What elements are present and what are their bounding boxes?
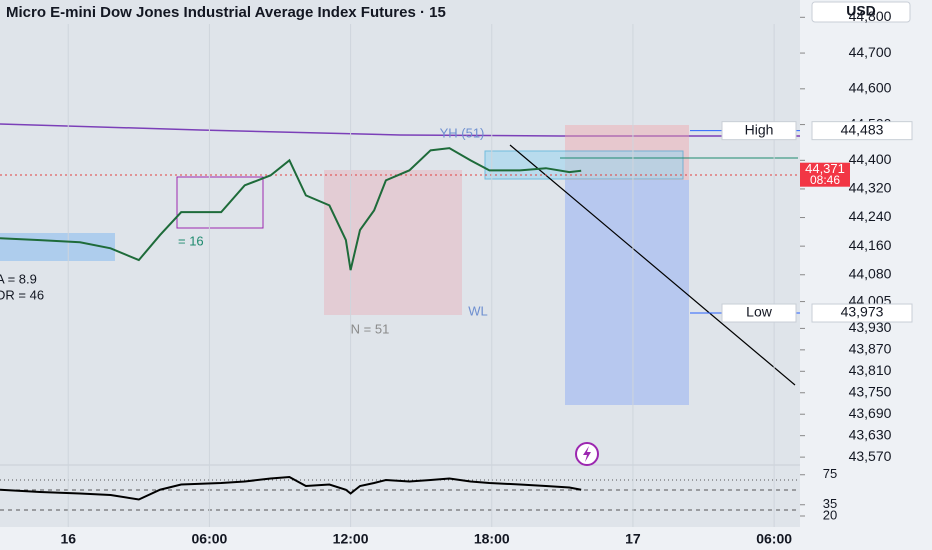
y-tick-label: 44,320 [849, 180, 892, 196]
last-price: 44,371 [805, 161, 845, 176]
y-tick-label: 43,750 [849, 383, 892, 399]
chart-title: Micro E-mini Dow Jones Industrial Averag… [6, 4, 446, 21]
y-tick-label: 43,930 [849, 319, 892, 335]
price-line [0, 147, 582, 271]
time-axis-bg [0, 527, 800, 550]
range-box [0, 233, 115, 261]
marker-label: High [745, 121, 774, 137]
y-tick-label: 43,870 [849, 341, 892, 357]
y-tick-label: 20 [823, 507, 837, 522]
annotation: N = 51 [351, 321, 390, 336]
price-line [0, 475, 582, 501]
trend-line [509, 144, 796, 386]
annotation: YH (51) [440, 125, 485, 140]
last-price-box [800, 162, 850, 187]
annotation: = 16 [178, 233, 204, 248]
stop-box [565, 180, 689, 405]
y-tick-label: 75 [823, 466, 837, 481]
y-tick-label: 44,600 [849, 80, 892, 96]
range-box [484, 150, 684, 180]
session-box [324, 170, 462, 315]
annotation: A = 8.9 [0, 271, 37, 286]
y-tick-label: 44,080 [849, 265, 892, 281]
x-tick-label: 16 [60, 531, 76, 547]
y-tick-label: 44,160 [849, 237, 892, 253]
x-tick-label: 12:00 [333, 531, 369, 547]
y-tick-label: 44,240 [849, 208, 892, 224]
price-axis-bg [800, 0, 932, 550]
y-tick-label: 44,800 [849, 8, 892, 24]
y-tick-label: 35 [823, 496, 837, 511]
marker-box [721, 121, 797, 141]
marker-value-box [811, 303, 913, 323]
x-tick-label: 17 [625, 531, 641, 547]
y-tick-label: 44,700 [849, 44, 892, 60]
marker-value: 43,973 [841, 304, 884, 320]
currency[interactable]: USD [846, 3, 876, 19]
x-tick-label: 06:00 [756, 531, 792, 547]
marker-box [721, 303, 797, 323]
annotation: DR = 46 [0, 287, 44, 302]
currency-box[interactable] [811, 1, 911, 23]
y-tick-label: 43,690 [849, 405, 892, 421]
title-bg [0, 0, 800, 24]
countdown: 08:46 [810, 173, 840, 187]
y-tick-label: 43,810 [849, 362, 892, 378]
range-box [176, 176, 264, 229]
y-tick-label: 43,630 [849, 426, 892, 442]
marker-label: Low [746, 304, 773, 320]
x-tick-label: 18:00 [474, 531, 510, 547]
flash-glyph [583, 446, 591, 462]
y-tick-label: 44,400 [849, 151, 892, 167]
purple-line [0, 123, 800, 137]
marker-value-box [811, 121, 913, 141]
marker-value: 44,483 [841, 121, 884, 137]
y-tick-label: 43,570 [849, 448, 892, 464]
annotation: WL [468, 303, 488, 318]
x-tick-label: 06:00 [192, 531, 228, 547]
